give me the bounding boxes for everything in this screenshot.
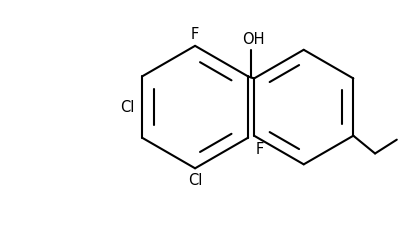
Text: Cl: Cl xyxy=(188,173,202,188)
Text: Cl: Cl xyxy=(120,100,134,115)
Text: OH: OH xyxy=(242,32,264,47)
Text: F: F xyxy=(256,142,264,157)
Text: F: F xyxy=(191,27,199,42)
